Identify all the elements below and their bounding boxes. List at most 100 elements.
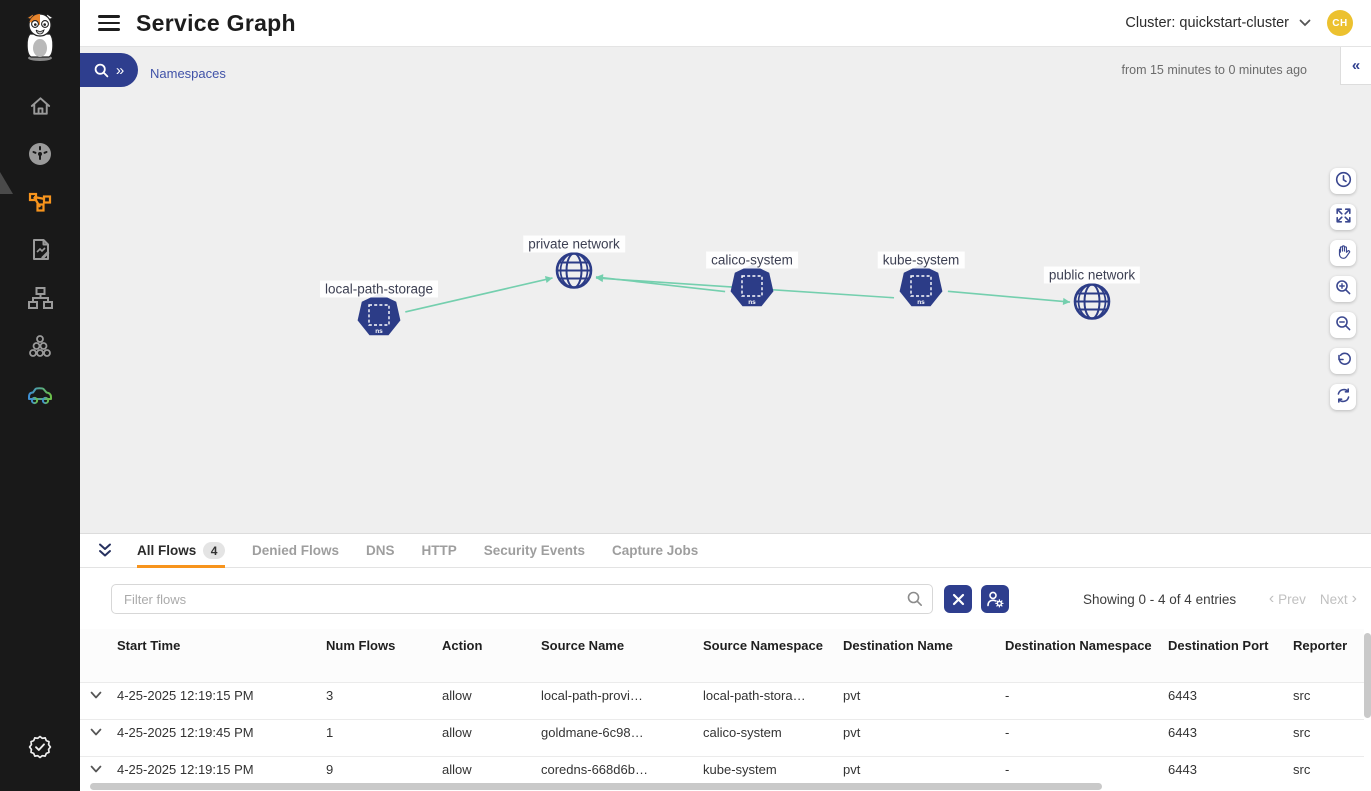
row-expander[interactable] [90, 728, 117, 737]
graph-node-pvt[interactable] [552, 250, 596, 297]
row-expand-chevron-icon [90, 765, 102, 773]
undo-layout-button[interactable] [1330, 348, 1356, 374]
cluster-selector[interactable]: Cluster: quickstart-cluster [1125, 15, 1311, 31]
sidebar-item-service-graph[interactable] [0, 180, 80, 228]
flows-tabs: All Flows 4 Denied Flows DNS HTTP Security Ev… [137, 534, 698, 568]
sidebar-item-network[interactable] [0, 276, 80, 324]
graph-node-pub[interactable] [1070, 281, 1114, 328]
tab-security-events[interactable]: Security Events [484, 534, 585, 567]
tab-http[interactable]: HTTP [421, 534, 456, 567]
dashboard-icon [27, 141, 53, 172]
namespace-icon: ns [357, 293, 401, 336]
table-cell: kube-system [703, 762, 777, 778]
avatar[interactable]: CH [1327, 10, 1353, 36]
tab-capture-jobs[interactable]: Capture Jobs [612, 534, 698, 567]
graph-node-label-pvt: private network [523, 235, 625, 253]
network-tree-icon [27, 285, 54, 316]
row-expander[interactable] [90, 765, 117, 774]
table-cell: src [1293, 725, 1311, 741]
tab-label: DNS [365, 543, 395, 558]
column-header[interactable]: Action [442, 638, 483, 653]
header-right: Cluster: quickstart-cluster CH [1125, 10, 1371, 36]
sidebar-footer [0, 725, 80, 773]
graph-node-calico-system[interactable]: ns [728, 264, 776, 314]
chevron-down-icon [1299, 19, 1311, 27]
svg-text:ns: ns [917, 299, 925, 306]
column-header[interactable]: Destination Port [1168, 638, 1269, 653]
sidebar-item-compliance[interactable] [27, 725, 53, 773]
table-cell: local-path-provi… [541, 688, 643, 704]
sidebar-item-workloads[interactable] [0, 372, 80, 420]
sidebar-item-clusters[interactable] [0, 324, 80, 372]
column-header[interactable]: Source Namespace [703, 638, 823, 653]
row-expand-chevron-icon [90, 728, 102, 736]
collapse-right-panel-button[interactable]: « [1340, 47, 1371, 85]
flows-tabbar: All Flows 4 Denied Flows DNS HTTP Security Ev… [80, 534, 1371, 568]
clear-filter-button[interactable] [944, 585, 972, 613]
table-cell: 6443 [1168, 688, 1197, 704]
sidebar [0, 0, 80, 791]
sidebar-item-home[interactable] [0, 84, 80, 132]
collapse-panel-button[interactable] [96, 542, 114, 559]
vertical-scrollbar-thumb[interactable] [1364, 633, 1371, 718]
column-header[interactable]: Num Flows [326, 638, 396, 653]
graph-node-label-pub: public network [1043, 266, 1141, 284]
car-icon [26, 382, 54, 411]
table-cell: allow [442, 725, 472, 741]
breadcrumb[interactable]: Namespaces [150, 66, 226, 81]
tab-all-flows[interactable]: All Flows 4 [137, 534, 225, 568]
table-cell: src [1293, 762, 1311, 778]
graph-search-button[interactable]: » [80, 53, 138, 87]
certificate-check-icon [27, 734, 53, 765]
tab-denied-flows[interactable]: Denied Flows [252, 534, 339, 567]
table-cell: pvt [843, 762, 861, 778]
column-header[interactable]: Destination Namespace [1005, 638, 1152, 653]
column-header[interactable]: Start Time [117, 638, 181, 653]
menu-toggle-button[interactable] [98, 15, 120, 31]
zoom-in-button[interactable] [1330, 276, 1356, 302]
prev-page-button[interactable]: ‹ Prev [1268, 590, 1306, 607]
table-cell: - [1005, 762, 1010, 778]
graph-edge-kube-system-to-pub[interactable] [947, 290, 1071, 306]
table-cell: - [1005, 688, 1010, 704]
refresh-button[interactable] [1330, 384, 1356, 410]
next-page-button[interactable]: Next › [1319, 590, 1357, 607]
table-cell: 9 [326, 762, 334, 778]
column-header[interactable]: Destination Name [843, 638, 953, 653]
svg-text:ns: ns [375, 328, 383, 335]
zoom-out-button[interactable] [1330, 312, 1356, 338]
fit-to-screen-button[interactable] [1330, 204, 1356, 230]
filter-flows-input[interactable] [111, 584, 933, 614]
column-header[interactable]: Reporter [1293, 638, 1348, 653]
refresh-icon [1335, 387, 1352, 407]
horizontal-scrollbar-thumb[interactable] [90, 783, 1102, 790]
table-cell: calico-system [703, 725, 782, 741]
table-cell: 4-25-2025 12:19:45 PM [117, 725, 254, 741]
column-header[interactable]: Source Name [541, 638, 625, 653]
tab-badge: 4 [203, 542, 225, 559]
double-chevron-down-icon [99, 543, 111, 557]
pan-mode-button[interactable] [1330, 240, 1356, 266]
table-cell: 6443 [1168, 725, 1197, 741]
tab-label: HTTP [421, 543, 457, 558]
graph-node-kube-system[interactable]: ns [897, 264, 945, 314]
pagination: ‹ Prev Next › [1269, 590, 1357, 608]
table-row[interactable]: 4-25-2025 12:19:15 PM 3 allow local-path-pr… [80, 682, 1364, 719]
time-range-label: from 15 minutes to 0 minutes ago [1121, 63, 1307, 77]
cluster-icon [27, 333, 53, 364]
graph-node-label-local-path-storage: local-path-storage [319, 280, 439, 298]
expand-search-icon: » [115, 61, 125, 79]
time-settings-button[interactable] [1330, 168, 1356, 194]
app-header: Service Graph Cluster: quickstart-cluste… [80, 0, 1371, 47]
row-expander[interactable] [90, 691, 117, 700]
table-row[interactable]: 4-25-2025 12:19:45 PM 1 allow goldmane-6c98… [80, 719, 1364, 756]
sidebar-item-reports[interactable] [0, 228, 80, 276]
vertical-scrollbar [1364, 629, 1371, 791]
graph-node-local-path-storage[interactable]: ns [355, 293, 403, 343]
user-gear-icon [987, 591, 1004, 608]
tab-dns[interactable]: DNS [366, 534, 395, 567]
graph-edge-local-path-storage-to-pvt[interactable] [405, 276, 553, 313]
flow-settings-button[interactable] [981, 585, 1009, 613]
sidebar-item-dashboard[interactable] [0, 132, 80, 180]
